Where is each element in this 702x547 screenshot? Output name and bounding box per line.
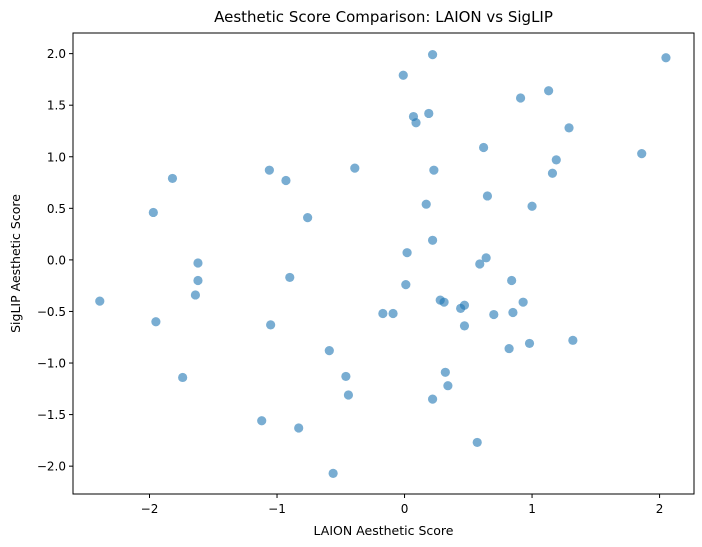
x-tick-label: −1 <box>268 502 286 516</box>
y-tick-label: 0.5 <box>47 202 66 216</box>
data-point-24 <box>401 280 411 290</box>
data-point-7 <box>193 275 203 286</box>
plot-frame <box>72 32 695 495</box>
data-point-31 <box>427 235 438 245</box>
data-point-45 <box>482 191 493 201</box>
data-point-11 <box>266 320 276 330</box>
y-tick-label: −1.5 <box>37 408 66 422</box>
data-point-53 <box>527 201 537 211</box>
y-tick-label: 2.0 <box>47 47 66 61</box>
data-point-52 <box>524 338 535 349</box>
data-point-20 <box>350 163 360 173</box>
data-point-29 <box>424 108 434 119</box>
data-point-30 <box>427 50 438 60</box>
data-point-43 <box>479 142 489 153</box>
data-point-15 <box>303 213 313 223</box>
x-axis-label: LAION Aesthetic Score <box>314 523 454 538</box>
y-tick-label: 0.0 <box>47 253 66 267</box>
data-point-47 <box>504 343 514 354</box>
y-tick-label: −0.5 <box>37 305 66 319</box>
data-point-46 <box>489 309 499 320</box>
data-point-44 <box>481 253 491 263</box>
data-point-57 <box>564 123 574 133</box>
data-point-36 <box>440 367 450 377</box>
data-point-13 <box>285 272 295 283</box>
data-point-23 <box>398 70 408 80</box>
data-point-40 <box>459 321 470 331</box>
data-point-1 <box>95 296 105 306</box>
y-axis: −2.0 −1.5 −1.0 −0.5 0.0 0.5 1.0 1.5 2.0 <box>37 47 73 474</box>
y-tick-label: 1.5 <box>47 99 66 113</box>
data-point-16 <box>324 346 334 356</box>
data-point-12 <box>281 175 291 186</box>
data-point-32 <box>429 165 439 175</box>
data-point-28 <box>421 199 431 209</box>
data-point-59 <box>637 149 647 159</box>
data-point-41 <box>472 437 482 448</box>
data-point-35 <box>439 297 449 307</box>
x-tick-label: 1 <box>528 502 536 516</box>
data-point-55 <box>547 168 558 178</box>
data-point-33 <box>427 394 438 404</box>
data-point-3 <box>151 317 161 327</box>
data-point-60 <box>661 53 671 63</box>
data-point-42 <box>475 259 485 269</box>
data-point-25 <box>402 248 412 258</box>
data-point-9 <box>257 416 267 426</box>
data-point-4 <box>167 173 178 184</box>
data-point-2 <box>148 207 158 218</box>
data-point-37 <box>443 381 453 391</box>
data-point-21 <box>378 308 388 319</box>
data-point-17 <box>328 468 338 478</box>
y-tick-label: −2.0 <box>37 460 66 474</box>
y-axis-label: SigLIP Aesthetic Score <box>8 194 23 333</box>
data-point-6 <box>190 290 201 300</box>
chart-title: Aesthetic Score Comparison: LAION vs Sig… <box>214 8 553 26</box>
points-layer <box>95 50 671 478</box>
y-tick-label: −1.0 <box>37 357 66 371</box>
x-tick-label: 0 <box>401 502 409 516</box>
data-point-39 <box>459 300 470 310</box>
x-tick-label: 2 <box>656 502 664 516</box>
data-point-10 <box>264 165 274 175</box>
data-point-54 <box>544 86 554 96</box>
data-point-56 <box>551 155 561 165</box>
x-axis: −2 −1 0 1 2 <box>141 494 664 516</box>
data-point-27 <box>411 118 421 128</box>
data-point-49 <box>508 307 518 318</box>
data-point-18 <box>341 371 351 382</box>
data-point-14 <box>294 423 304 433</box>
data-point-48 <box>507 275 517 286</box>
data-point-5 <box>178 372 188 383</box>
x-tick-label: −2 <box>141 502 159 516</box>
data-point-51 <box>518 297 528 307</box>
data-point-8 <box>193 258 203 268</box>
data-point-58 <box>568 335 578 345</box>
data-point-50 <box>515 93 526 103</box>
y-tick-label: 1.0 <box>47 150 66 164</box>
data-point-19 <box>343 390 354 400</box>
data-point-22 <box>388 308 398 319</box>
